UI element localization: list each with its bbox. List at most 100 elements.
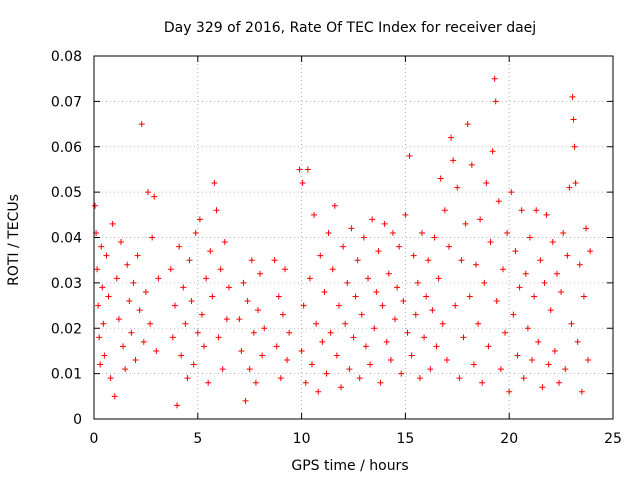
y-tick-label: 0.05 (51, 185, 82, 201)
x-tick-label: 10 (293, 431, 311, 447)
data-point (371, 325, 378, 332)
data-point (549, 239, 556, 246)
y-axis-label: ROTI / TECUs (6, 194, 22, 286)
data-point (414, 279, 421, 286)
data-point (504, 229, 511, 236)
data-point (98, 243, 105, 250)
data-point (389, 229, 396, 236)
data-point (375, 248, 382, 255)
data-point (203, 275, 210, 282)
data-point (362, 343, 369, 350)
data-point (167, 266, 174, 273)
data-point (281, 266, 288, 273)
y-tick-label: 0.07 (51, 94, 82, 110)
data-point (215, 334, 222, 341)
data-point (155, 275, 162, 282)
data-point (369, 216, 376, 223)
data-point (92, 202, 99, 209)
data-point (101, 352, 108, 359)
data-point (273, 343, 280, 350)
data-point (562, 366, 569, 373)
data-point (360, 234, 367, 241)
data-point (298, 347, 305, 354)
data-point (502, 329, 509, 336)
data-point (319, 338, 326, 345)
data-point (458, 257, 465, 264)
data-point (462, 220, 469, 227)
data-point (356, 375, 363, 382)
data-point (255, 307, 262, 314)
data-point (365, 275, 372, 282)
data-point (338, 384, 345, 391)
data-point (423, 293, 430, 300)
data-point (354, 257, 361, 264)
data-point (122, 366, 129, 373)
data-point (344, 279, 351, 286)
data-point (182, 320, 189, 327)
data-point (252, 379, 259, 386)
data-point (580, 293, 587, 300)
data-point (321, 288, 328, 295)
data-point (408, 352, 415, 359)
data-point (514, 352, 521, 359)
data-point (533, 207, 540, 214)
data-point (450, 157, 457, 164)
data-point (184, 375, 191, 382)
data-point (445, 243, 452, 250)
data-point (250, 329, 257, 336)
data-point (508, 189, 515, 196)
data-point (117, 239, 124, 246)
data-point (495, 198, 502, 205)
data-point (539, 384, 546, 391)
data-point (279, 311, 286, 318)
data-point (304, 166, 311, 173)
data-point (452, 302, 459, 309)
data-point (551, 347, 558, 354)
data-point (512, 248, 519, 255)
data-point (587, 248, 594, 255)
data-point (96, 334, 103, 341)
data-point (419, 229, 426, 236)
data-point (242, 397, 249, 404)
data-point (331, 202, 338, 209)
data-point (560, 229, 567, 236)
data-point (416, 375, 423, 382)
data-point (516, 284, 523, 291)
data-point (126, 298, 133, 305)
x-tick-label: 0 (90, 431, 99, 447)
data-point (448, 134, 455, 141)
data-point (352, 293, 359, 300)
data-point (111, 393, 118, 400)
data-point (400, 298, 407, 305)
data-point (429, 307, 436, 314)
data-point (566, 184, 573, 191)
data-point (520, 375, 527, 382)
data-point (223, 316, 230, 323)
y-tick-label: 0.03 (51, 276, 82, 292)
data-point (402, 211, 409, 218)
data-point (529, 357, 536, 364)
data-point (207, 248, 214, 255)
data-point (306, 275, 313, 282)
data-point (192, 229, 199, 236)
data-point (286, 329, 293, 336)
data-point (317, 252, 324, 259)
data-point (545, 361, 552, 368)
data-point (99, 284, 106, 291)
data-point (325, 229, 332, 236)
data-point (178, 352, 185, 359)
data-point (271, 257, 278, 264)
data-point (302, 379, 309, 386)
data-point (427, 366, 434, 373)
data-point (358, 311, 365, 318)
data-point (194, 329, 201, 336)
data-point (107, 375, 114, 382)
y-tick-label: 0 (73, 412, 82, 428)
data-point (248, 257, 255, 264)
data-point (188, 298, 195, 305)
data-point (574, 338, 581, 345)
data-point (558, 288, 565, 295)
data-point (475, 320, 482, 327)
data-point (421, 334, 428, 341)
